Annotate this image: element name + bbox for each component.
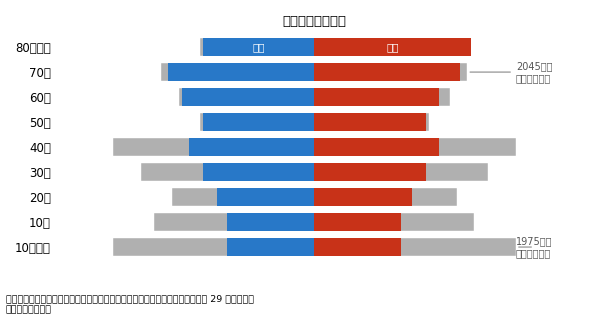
Bar [189,138,314,156]
Text: 出所）国勢調査、国立社会保障・人口問題研究所「日本の将来推計人口（平成 29 年推計）」
から大和総研作成: 出所）国勢調査、国立社会保障・人口問題研究所「日本の将来推計人口（平成 29 年… [6,294,254,314]
Bar [314,188,412,206]
Text: 1975年の
団塊ジュニア: 1975年の 団塊ジュニア [516,236,552,258]
Bar [155,213,474,231]
Bar [203,38,314,56]
Bar [314,38,471,56]
Bar [162,63,467,81]
Bar [227,238,314,256]
Bar [314,163,425,181]
Bar [179,88,450,106]
Bar [314,63,460,81]
Bar [172,188,457,206]
Bar [182,88,314,106]
Text: 2045年の
団塊ジュニア: 2045年の 団塊ジュニア [470,61,552,83]
Bar [203,163,314,181]
Bar [314,88,440,106]
Bar [314,113,425,131]
Bar [217,188,314,206]
Bar [314,213,401,231]
Bar [203,113,314,131]
Bar [140,163,488,181]
Bar [168,63,314,81]
Text: 女性: 女性 [386,42,399,52]
Text: 男性: 男性 [253,42,265,52]
Bar [227,213,314,231]
Bar [199,38,429,56]
Bar [113,238,516,256]
Bar [199,113,429,131]
Bar [314,138,440,156]
Bar [113,138,516,156]
Title: わが国の年齢構成: わが国の年齢構成 [283,15,346,28]
Bar [314,238,401,256]
